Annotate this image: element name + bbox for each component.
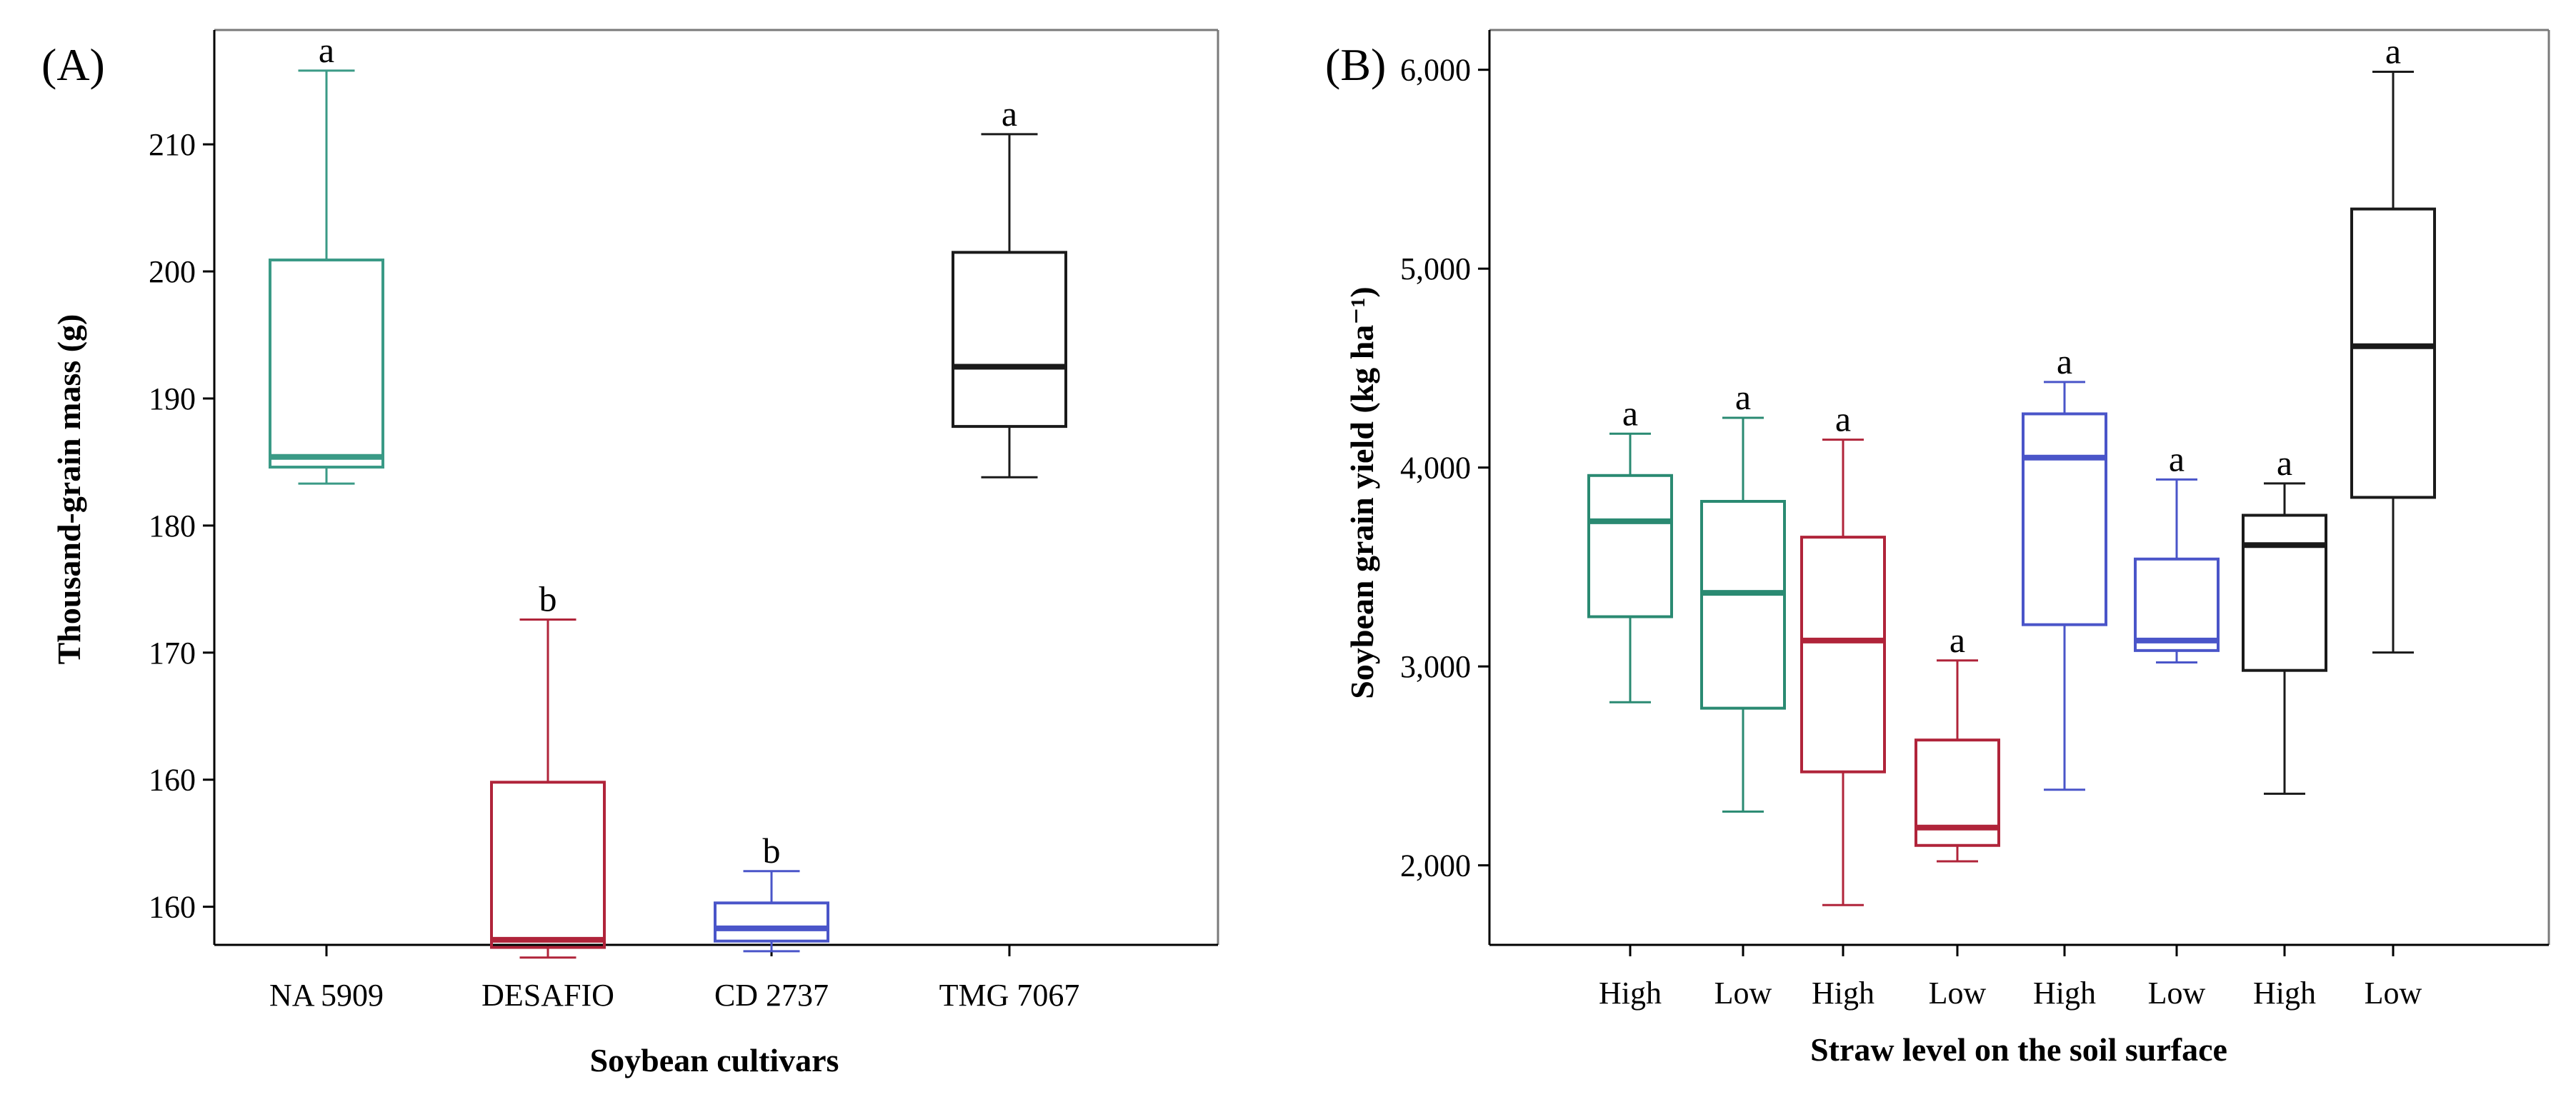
significance-letter: a [1835, 399, 1851, 439]
x-tick-label: DESAFIO [481, 978, 614, 1013]
x-tick-label: Low [2148, 976, 2206, 1011]
x-tick-label: Low [1929, 976, 1987, 1011]
box-plot-2: a [1700, 377, 1786, 813]
y-tick-label: 160 [149, 890, 196, 925]
significance-letter: b [763, 831, 781, 871]
y-tick-label: 200 [149, 254, 196, 289]
box-plot-7: a [2242, 443, 2327, 795]
y-tick-label: 190 [149, 381, 196, 416]
iqr-box [1700, 499, 1786, 710]
x-tick-label: TMG 7067 [939, 978, 1080, 1013]
x-tick-label: CD 2737 [714, 978, 829, 1013]
iqr-box [714, 901, 829, 943]
y-tick-label: 2,000 [1400, 848, 1471, 883]
iqr-box [2350, 207, 2436, 499]
panel-b-y-axis-title: Soybean grain yield (kg ha⁻¹) [1344, 286, 1380, 698]
x-tick-label: High [1812, 976, 1874, 1011]
iqr-box [952, 251, 1067, 429]
y-tick-label: 6,000 [1400, 53, 1471, 88]
significance-letter: b [539, 579, 557, 619]
x-tick-label: High [2253, 976, 2316, 1011]
panel-a-y-axis-title: Thousand-grain mass (g) [51, 314, 87, 665]
y-tick-label: 160 [149, 763, 196, 798]
x-tick-label: Low [2365, 976, 2422, 1011]
iqr-box [269, 259, 384, 469]
iqr-box [1800, 536, 1886, 773]
significance-letter: a [2057, 341, 2072, 381]
panel-a-x-axis-title: Soybean cultivars [590, 1042, 839, 1078]
iqr-box [2022, 412, 2107, 626]
significance-letter: a [2169, 439, 2185, 479]
y-tick-label: 210 [149, 127, 196, 162]
box-plot-2: b [490, 579, 606, 959]
panel-a-boxes: a b b a [269, 30, 1067, 959]
iqr-box [2134, 557, 2220, 652]
x-tick-label: Low [1714, 976, 1772, 1011]
x-tick-label: High [2033, 976, 2096, 1011]
box-plot-1: a [269, 30, 384, 485]
significance-letter: a [2277, 443, 2292, 483]
y-tick-label: 180 [149, 509, 196, 544]
box-plot-5: a [2022, 341, 2107, 791]
panel-a: (A) 160 160 170 180 190 200 210 NA 5909 DESAFIO… [41, 29, 1219, 1078]
box-plot-4: a [1914, 620, 2000, 863]
x-tick-label: High [1599, 976, 1662, 1011]
box-plot-6: a [2134, 439, 2220, 664]
box-plot-3: b [714, 831, 829, 953]
significance-letter: a [1002, 94, 1017, 134]
panel-b-x-axis-title: Straw level on the soil surface [1810, 1031, 2227, 1068]
panel-b-x-ticks: High Low High Low High Low High Low [1599, 945, 2422, 1011]
iqr-box [490, 781, 606, 949]
y-tick-label: 5,000 [1400, 251, 1471, 286]
panel-a-label: (A) [41, 39, 105, 90]
significance-letter: a [1950, 620, 1965, 660]
box-plot-4: a [952, 94, 1067, 479]
y-tick-label: 170 [149, 636, 196, 671]
panel-a-y-ticks: 160 160 170 180 190 200 210 [149, 127, 214, 925]
box-plot-8: a [2350, 31, 2436, 654]
box-plot-1: a [1587, 393, 1673, 703]
iqr-box [1914, 738, 2000, 847]
significance-letter: a [1735, 377, 1751, 417]
panel-b-y-ticks: 2,000 3,000 4,000 5,000 6,000 [1400, 53, 1489, 883]
panel-a-x-ticks: NA 5909 DESAFIO CD 2737 TMG 7067 [269, 945, 1079, 1013]
x-tick-label: NA 5909 [269, 978, 384, 1013]
significance-letter: a [319, 30, 334, 70]
box-plot-3: a [1800, 399, 1886, 906]
y-tick-label: 3,000 [1400, 649, 1471, 684]
significance-letter: a [1622, 393, 1638, 433]
panel-b-boxes: a a a a a a a a [1587, 31, 2436, 906]
y-tick-label: 4,000 [1400, 451, 1471, 486]
significance-letter: a [2385, 31, 2401, 71]
panel-b-label: (B) [1325, 39, 1386, 90]
iqr-box [2242, 514, 2327, 672]
iqr-box [1587, 474, 1673, 618]
